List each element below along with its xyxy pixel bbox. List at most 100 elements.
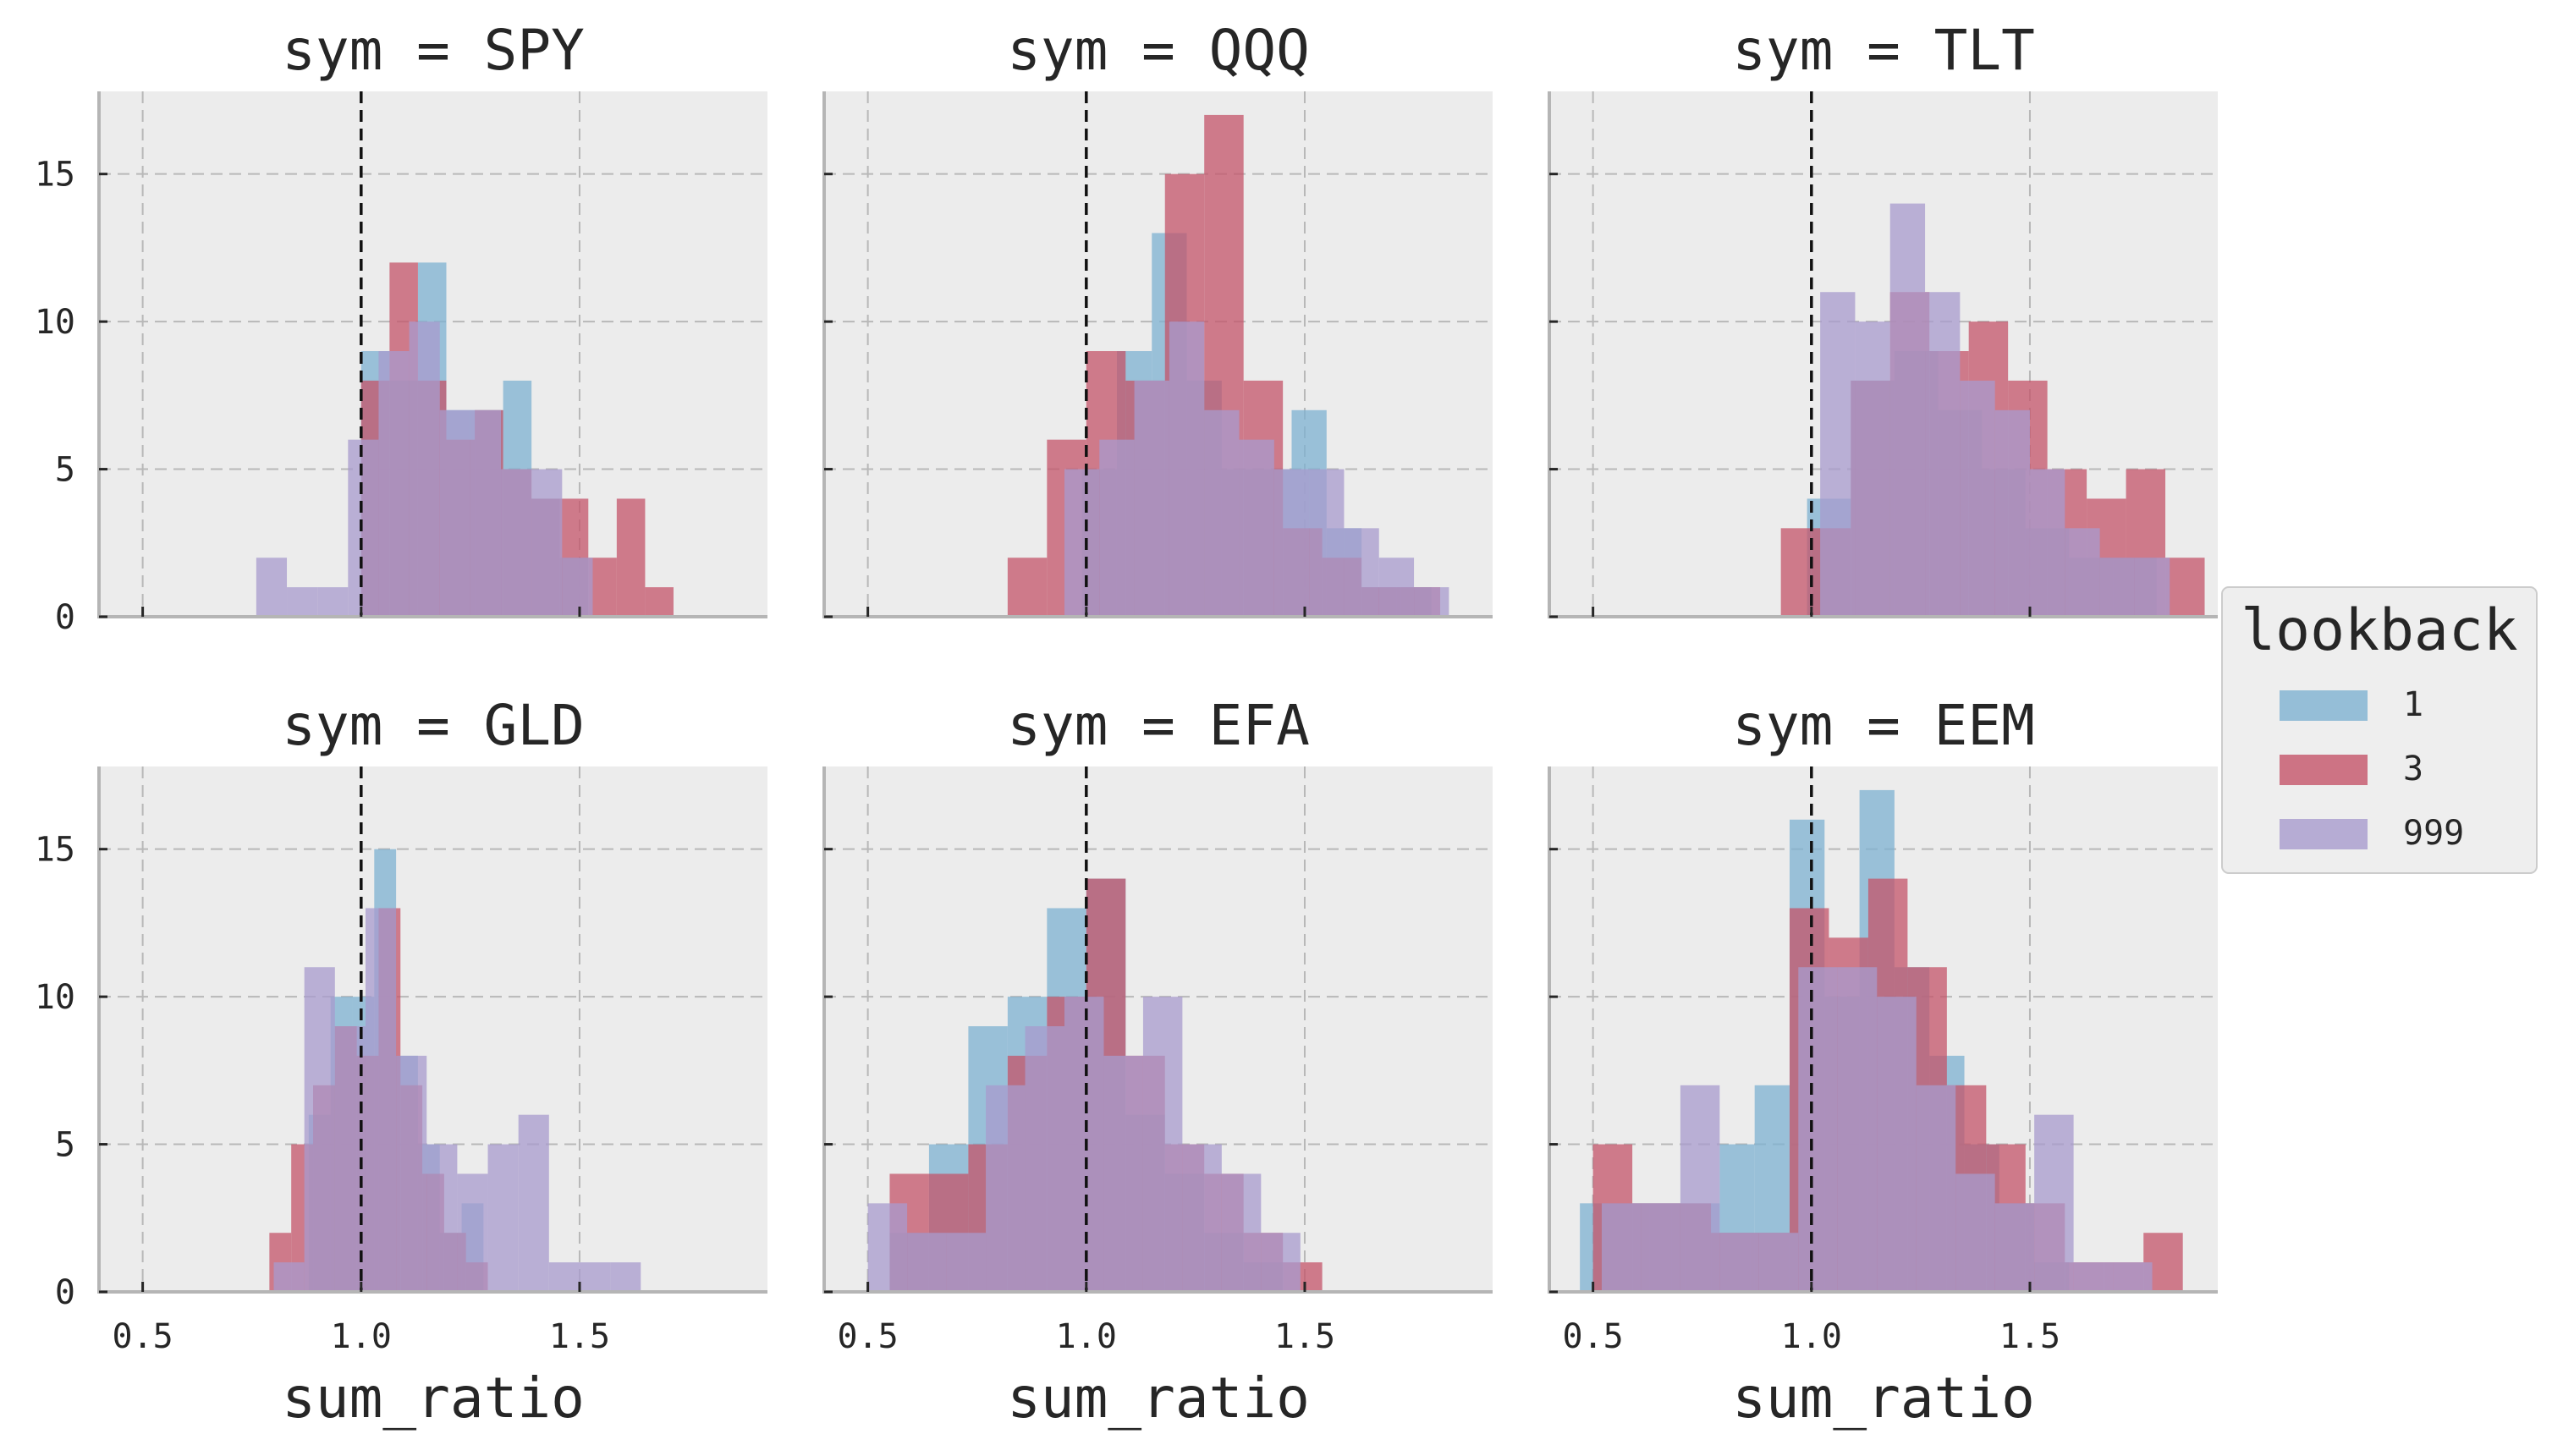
hist-bar-lookback-999 <box>1994 409 2030 617</box>
hist-bar-lookback-999 <box>1994 1203 2035 1292</box>
hist-bar-lookback-999 <box>867 1203 908 1292</box>
panel-title: sym = GLD <box>282 693 585 758</box>
facet-panel-efa: sym = EFA 0.5 1.0 1.5 sum_ratio <box>822 693 1493 1431</box>
hist-bar-lookback-999 <box>1344 528 1379 617</box>
hist-bar-lookback-999 <box>409 321 440 617</box>
hist-bar-lookback-999 <box>2099 558 2135 617</box>
hist-bar-lookback-999 <box>378 351 410 617</box>
panel-title: sym = EEM <box>1732 693 2035 758</box>
hist-bar-lookback-999 <box>1309 469 1345 617</box>
hist-bar-lookback-999 <box>470 409 502 617</box>
hist-bar-lookback-3 <box>616 498 646 617</box>
hist-bar-lookback-3 <box>1780 528 1812 617</box>
hist-bar-lookback-999 <box>487 1144 519 1292</box>
y-tick-label: 10 <box>35 978 75 1017</box>
legend-swatch-1 <box>2280 690 2368 721</box>
x-axis-label: sum_ratio <box>1732 1365 2035 1431</box>
hist-bar-lookback-999 <box>1916 1085 1956 1292</box>
hist-bar-lookback-999 <box>2073 1262 2114 1292</box>
hist-bar-lookback-999 <box>1025 1026 1064 1292</box>
hist-bar-lookback-999 <box>1099 439 1135 617</box>
x-axis-label: sum_ratio <box>282 1365 585 1431</box>
hist-bar-lookback-999 <box>907 1233 947 1292</box>
legend-swatch-3 <box>2280 755 2368 785</box>
hist-bar-lookback-999 <box>1837 967 1878 1292</box>
hist-bar-lookback-999 <box>1261 1233 1301 1292</box>
facet-panel-qqq: sym = QQQ <box>822 18 1493 618</box>
hist-bar-lookback-999 <box>2065 528 2100 617</box>
y-tick-label: 0 <box>55 598 75 637</box>
hist-bar-lookback-999 <box>1064 469 1100 617</box>
hist-bar-lookback-999 <box>304 967 335 1292</box>
hist-bar-lookback-999 <box>1221 1173 1262 1292</box>
hist-bar-lookback-999 <box>2113 1262 2153 1292</box>
x-tick-label: 1.5 <box>1274 1317 1335 1356</box>
legend-title: lookback <box>2241 597 2518 664</box>
legend-label-3: 3 <box>2403 750 2423 788</box>
hist-bar-lookback-999 <box>348 439 379 617</box>
x-tick-label: 0.5 <box>838 1317 899 1356</box>
hist-bar-lookback-999 <box>1134 380 1169 617</box>
y-tick-label: 5 <box>55 451 75 490</box>
x-tick-label: 0.5 <box>113 1317 173 1356</box>
hist-bar-lookback-999 <box>579 1262 611 1292</box>
hist-bar-lookback-999 <box>1758 1233 1799 1292</box>
hist-bar-lookback-3 <box>2165 558 2205 617</box>
hist-bar-lookback-999 <box>1889 203 1926 617</box>
facet-panel-gld: sym = GLD 0 5 10 15 0.5 1.0 1.5 sum_ratio <box>35 693 767 1431</box>
legend-label-1: 1 <box>2403 685 2423 724</box>
hist-bar-lookback-999 <box>457 1173 488 1292</box>
y-tick-label: 15 <box>35 156 75 195</box>
legend: lookback 1 3 999 <box>2221 586 2538 874</box>
hist-bar-lookback-999 <box>548 1262 580 1292</box>
hist-bar-lookback-999 <box>256 558 288 617</box>
hist-bar-lookback-999 <box>1680 1085 1720 1292</box>
facet-panel-spy: sym = SPY 0 5 10 15 <box>35 18 767 637</box>
hist-bar-lookback-999 <box>562 558 593 617</box>
hist-bar-lookback-999 <box>501 469 532 617</box>
hist-bar-lookback-999 <box>1955 1173 1995 1292</box>
hist-bar-lookback-999 <box>531 469 563 617</box>
x-tick-label: 1.0 <box>1781 1317 1842 1356</box>
hist-bar-lookback-999 <box>1855 321 1890 617</box>
hist-bar-lookback-999 <box>946 1233 987 1292</box>
panel-title: sym = SPY <box>282 18 585 83</box>
hist-bar-lookback-999 <box>1641 1203 1680 1292</box>
hist-bar-lookback-999 <box>2134 558 2170 617</box>
y-tick-label: 15 <box>35 831 75 870</box>
legend-label-999: 999 <box>2403 814 2464 853</box>
y-tick-label: 5 <box>55 1126 75 1165</box>
hist-bar-lookback-999 <box>439 409 470 617</box>
hist-bar-lookback-999 <box>396 1055 427 1292</box>
y-tick-label: 10 <box>35 303 75 342</box>
hist-bar-lookback-3 <box>1007 558 1048 617</box>
hist-bar-lookback-999 <box>2034 1114 2074 1292</box>
hist-bar-lookback-999 <box>287 587 318 617</box>
hist-bar-lookback-999 <box>1798 967 1838 1292</box>
hist-bar-lookback-999 <box>1204 409 1240 617</box>
x-axis-label: sum_ratio <box>1007 1365 1310 1431</box>
hist-bar-lookback-999 <box>518 1114 549 1292</box>
hist-bar-lookback-999 <box>1064 997 1104 1292</box>
hist-bar-lookback-999 <box>1877 997 1917 1292</box>
hist-bar-lookback-999 <box>1601 1203 1642 1292</box>
hist-bar-lookback-999 <box>1103 1055 1143 1292</box>
hist-bar-lookback-999 <box>273 1262 305 1292</box>
panel-title: sym = EFA <box>1007 693 1310 758</box>
hist-bar-lookback-999 <box>1378 558 1415 617</box>
y-tick-label: 0 <box>55 1273 75 1312</box>
hist-bar-lookback-3 <box>588 558 617 617</box>
hist-bar-lookback-999 <box>1142 997 1183 1292</box>
x-tick-label: 1.0 <box>1056 1317 1117 1356</box>
facet-panel-eem: sym = EEM 0.5 1.0 1.5 sum_ratio <box>1548 693 2218 1431</box>
legend-box <box>2221 586 2538 874</box>
hist-bar-lookback-999 <box>1169 321 1205 617</box>
legend-swatch-999 <box>2280 819 2368 849</box>
x-tick-label: 1.0 <box>331 1317 392 1356</box>
hist-bar-lookback-999 <box>1925 292 1961 617</box>
hist-bar-lookback-999 <box>426 1144 458 1292</box>
hist-bar-lookback-999 <box>1719 1233 1759 1292</box>
hist-bar-lookback-999 <box>365 908 397 1292</box>
hist-bar-lookback-999 <box>317 587 349 617</box>
